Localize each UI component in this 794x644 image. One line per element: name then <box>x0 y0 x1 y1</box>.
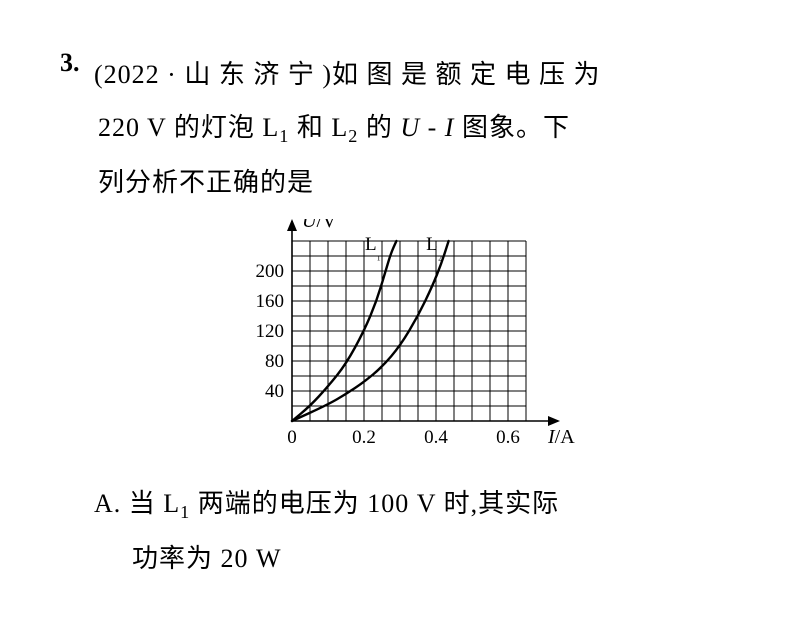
source-tag: (2022 · 山 东 济 宁 ) <box>94 60 332 89</box>
svg-text:0.2: 0.2 <box>352 427 376 448</box>
stem-text-1: 如 图 是 额 定 电 压 为 <box>332 60 601 89</box>
svg-text:200: 200 <box>256 261 285 282</box>
option-a: A. 当 L1 两端的电压为 100 V 时,其实际 功率为 20 W <box>60 477 734 585</box>
stem-line-1: (2022 · 山 东 济 宁 )如 图 是 额 定 电 压 为 <box>94 48 734 101</box>
svg-text:L₁: L₁ <box>365 234 381 261</box>
stem-line-2: 220 V 的灯泡 L1 和 L2 的 U - I 图象。下 <box>94 101 734 156</box>
chart-container: 40 80 120 160 200 U/V 0 0.2 0.4 0.6 I/A L₁ L₂ <box>60 219 734 469</box>
svg-text:40: 40 <box>265 381 284 402</box>
question-stem: (2022 · 山 东 济 宁 )如 图 是 额 定 电 压 为 220 V 的… <box>60 48 734 209</box>
svg-text:L₂: L₂ <box>426 234 442 261</box>
svg-text:160: 160 <box>256 291 285 312</box>
option-a-line2: 功率为 20 W <box>94 544 282 573</box>
svg-text:0.6: 0.6 <box>496 427 520 448</box>
svg-text:80: 80 <box>265 351 284 372</box>
svg-text:U/V: U/V <box>302 219 337 232</box>
svg-text:0: 0 <box>287 427 297 448</box>
svg-text:I/A: I/A <box>547 426 575 448</box>
stem-line-3: 列分析不正确的是 <box>94 156 734 209</box>
ui-chart: 40 80 120 160 200 U/V 0 0.2 0.4 0.6 I/A L₁ L₂ <box>217 219 577 469</box>
question-number: 3. <box>60 48 80 78</box>
option-a-line1: A. 当 L1 两端的电压为 100 V 时,其实际 <box>94 489 559 518</box>
question-block: 3. (2022 · 山 东 济 宁 )如 图 是 额 定 电 压 为 220 … <box>60 48 734 209</box>
svg-text:120: 120 <box>256 321 285 342</box>
svg-text:0.4: 0.4 <box>424 427 448 448</box>
